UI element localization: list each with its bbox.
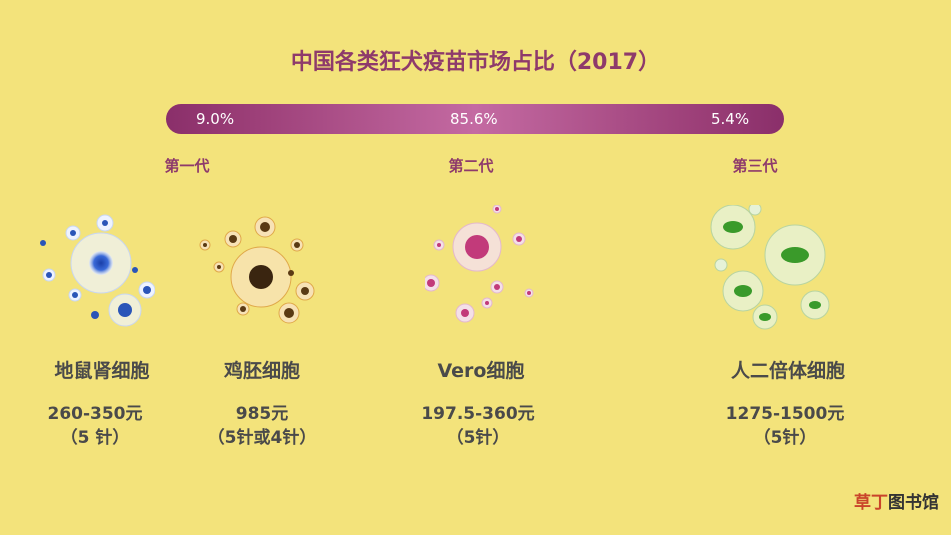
- market-share-bar: 9.0% 85.6% 5.4%: [166, 104, 784, 134]
- watermark: 草丁图书馆: [854, 488, 939, 513]
- price-value: 197.5-360元: [421, 404, 535, 424]
- human-diploid-cell-image: [710, 205, 830, 330]
- cell-name-hamster-kidney: 地鼠肾细胞: [54, 360, 150, 382]
- watermark-highlight: 草丁: [854, 493, 888, 513]
- price-value: 260-350元: [47, 404, 143, 424]
- chicken-embryo-cell-image: [199, 216, 315, 324]
- hamster-kidney-cell-image: [40, 214, 155, 327]
- watermark-rest: 图书馆: [888, 493, 939, 513]
- cell-name-human-diploid: 人二倍体细胞: [730, 360, 845, 382]
- cell-name-chicken-embryo: 鸡胚细胞: [223, 360, 300, 382]
- share-second-gen: 85.6%: [450, 110, 498, 128]
- price-value: 1275-1500元: [725, 404, 845, 424]
- generation-3-label: 第三代: [732, 157, 778, 175]
- vero-cell-image: [425, 205, 534, 323]
- price-human-diploid: 1275-1500元 （5针）: [695, 402, 875, 450]
- dose-count: （5 针）: [60, 428, 130, 448]
- price-chicken-embryo: 985元 （5针或4针）: [172, 402, 352, 450]
- generation-2-label: 第二代: [448, 157, 494, 175]
- generation-1-label: 第一代: [164, 157, 210, 175]
- cell-name-vero: Vero细胞: [437, 360, 525, 382]
- dose-count: （5针）: [753, 428, 817, 448]
- share-third-gen: 5.4%: [711, 110, 750, 128]
- price-value: 985元: [235, 404, 289, 424]
- dose-count: （5针或4针）: [207, 428, 317, 448]
- share-first-gen: 9.0%: [196, 110, 235, 128]
- page-title: 中国各类狂犬疫苗市场占比（2017）: [290, 50, 661, 75]
- price-vero: 197.5-360元 （5针）: [388, 402, 568, 450]
- price-hamster-kidney: 260-350元 （5 针）: [5, 402, 185, 450]
- dose-count: （5针）: [446, 428, 510, 448]
